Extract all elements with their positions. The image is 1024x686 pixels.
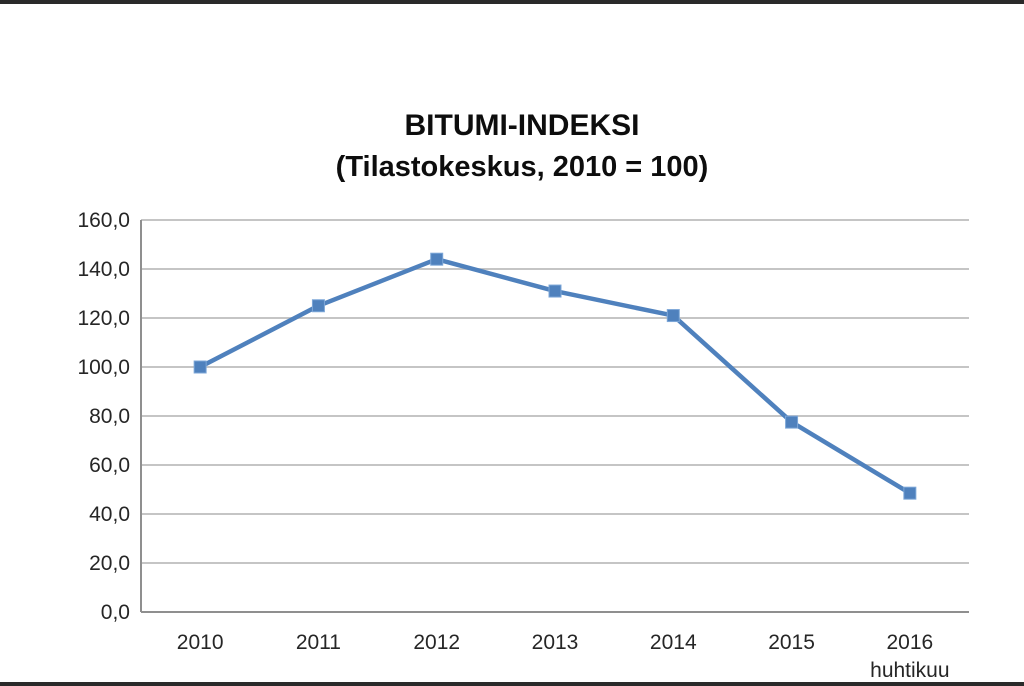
x-tick-label: 2014 bbox=[650, 631, 697, 654]
y-tick-label: 40,0 bbox=[89, 503, 130, 526]
data-point-marker bbox=[311, 299, 325, 313]
chart-title: BITUMI-INDEKSI bbox=[404, 109, 640, 142]
y-tick-label: 60,0 bbox=[89, 454, 130, 477]
x-tick-sublabel: huhtikuu bbox=[870, 659, 949, 682]
y-tick-label: 140,0 bbox=[77, 258, 130, 281]
chart-subtitle: (Tilastokeskus, 2010 = 100) bbox=[335, 151, 709, 183]
data-point-marker bbox=[785, 415, 799, 429]
y-tick-label: 20,0 bbox=[89, 552, 130, 575]
page-top-border bbox=[0, 0, 1024, 4]
x-tick-label: 2010 bbox=[177, 631, 224, 654]
data-point-marker bbox=[430, 252, 444, 266]
x-tick-label: 2011 bbox=[296, 631, 341, 654]
chart-title-block: BITUMI-INDEKSI (Tilastokeskus, 2010 = 10… bbox=[336, 106, 709, 188]
y-tick-label: 120,0 bbox=[77, 307, 130, 330]
data-point-marker bbox=[548, 284, 562, 298]
data-point-marker bbox=[193, 360, 207, 374]
y-tick-label: 80,0 bbox=[89, 405, 130, 428]
page-bottom-border bbox=[0, 682, 1024, 686]
data-point-marker bbox=[666, 309, 680, 323]
x-tick-label: 2016 bbox=[886, 631, 933, 654]
x-tick-label: 2012 bbox=[413, 631, 460, 654]
y-tick-label: 160,0 bbox=[77, 209, 130, 232]
x-tick-label: 2015 bbox=[768, 631, 815, 654]
y-tick-label: 100,0 bbox=[77, 356, 130, 379]
y-tick-label: 0,0 bbox=[101, 601, 130, 624]
data-point-marker bbox=[903, 486, 917, 500]
x-tick-label: 2013 bbox=[532, 631, 579, 654]
